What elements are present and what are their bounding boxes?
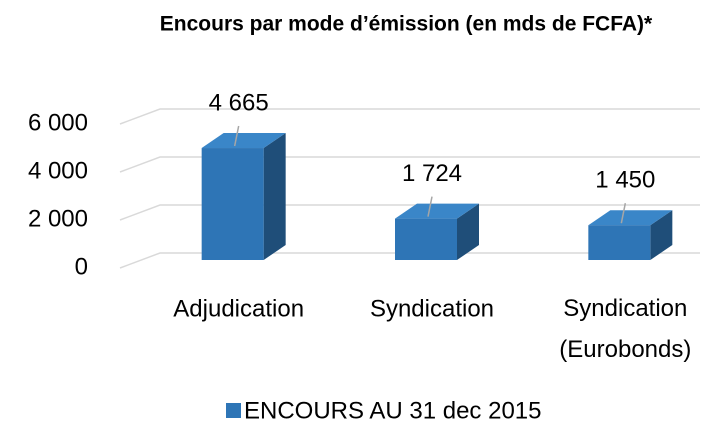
bar-side	[457, 203, 479, 260]
leader-line	[620, 203, 627, 224]
bar-top	[588, 210, 673, 226]
legend-label: ENCOURS AU 31 dec 2015	[244, 397, 541, 424]
grid-line	[119, 252, 700, 269]
chart-title: Encours par mode d’émission (en mds de F…	[160, 13, 653, 36]
leader-line	[233, 125, 240, 147]
bar-side	[263, 133, 286, 260]
bar-side	[650, 210, 673, 260]
value-label: 4 665	[209, 89, 269, 116]
bar-top	[201, 133, 286, 149]
leader-line	[427, 196, 433, 217]
x-tick-label: Adjudication	[173, 295, 304, 322]
y-tick-label: 4 000	[28, 157, 88, 184]
value-label: 1 450	[595, 167, 655, 194]
bar	[395, 218, 457, 260]
grid-line	[119, 204, 700, 221]
grid-line	[119, 108, 700, 125]
x-tick-label: Syndication	[370, 295, 494, 322]
bar	[201, 148, 264, 260]
y-tick-label: 0	[75, 253, 88, 280]
bar	[588, 225, 651, 260]
bar-top	[395, 203, 479, 219]
y-tick-label: 6 000	[28, 109, 88, 136]
x-tick-label: Syndication (Eurobonds)	[559, 295, 691, 363]
legend-swatch	[226, 403, 241, 418]
value-label: 1 724	[402, 160, 462, 187]
grid-line	[119, 156, 700, 173]
y-tick-label: 2 000	[28, 205, 88, 232]
